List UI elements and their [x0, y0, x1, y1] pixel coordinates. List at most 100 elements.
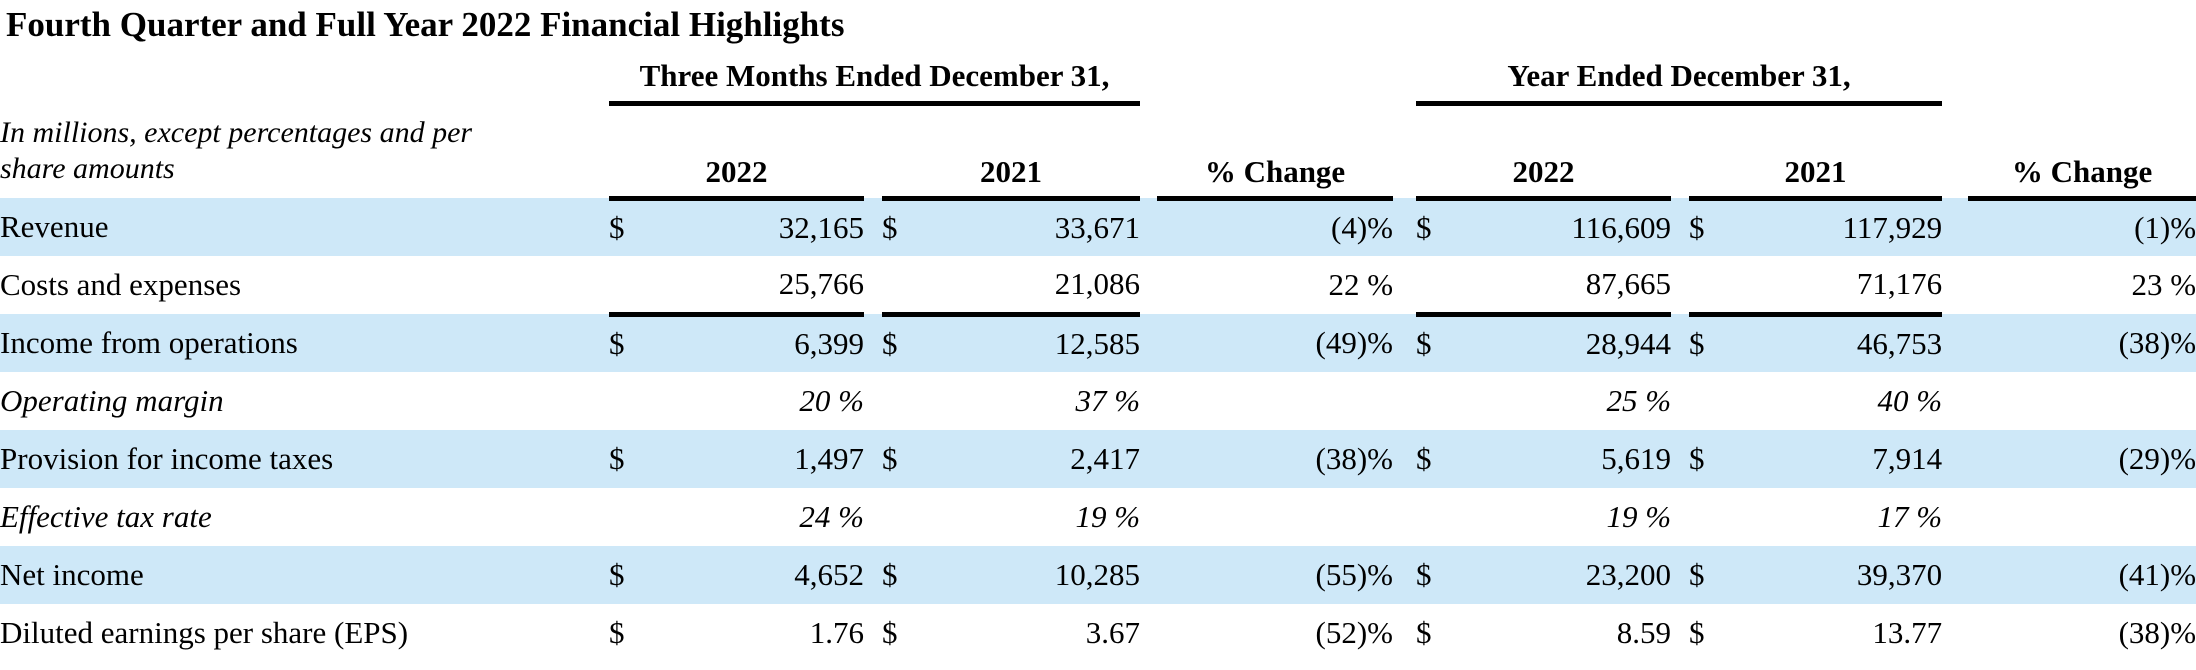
spacer-cell [864, 256, 882, 314]
spacer-cell [1393, 198, 1417, 256]
row-label: Costs and expenses [0, 267, 242, 302]
cell-value: 1,497 [661, 430, 864, 488]
spacer-cell [1140, 256, 1157, 314]
cell-value: 19 % [1606, 499, 1672, 534]
currency-symbol: $ [609, 430, 661, 488]
spacer-cell [1393, 372, 1416, 430]
cell-value: 40 % [1877, 383, 1943, 418]
cell-value: 20 % [799, 383, 864, 418]
currency-symbol: $ [882, 546, 934, 604]
col-header-q4-pct-change: % Change [1157, 103, 1394, 201]
table-row: Operating margin 20 % 37 % 25 % 40 % [0, 372, 2196, 430]
cell-value: 5,619 [1468, 430, 1672, 488]
currency-symbol: $ [882, 430, 934, 488]
cell-value: 24 % [799, 499, 864, 534]
cell-value: 13.77 [1872, 615, 1943, 650]
currency-symbol: $ [1689, 198, 1742, 256]
spacer-cell [1671, 256, 1689, 314]
page-title: Fourth Quarter and Full Year 2022 Financ… [6, 5, 845, 44]
currency-symbol: $ [1689, 615, 1705, 650]
col-header-q4-2022: 2022 [609, 103, 864, 201]
currency-symbol [1416, 256, 1469, 317]
spacer-cell [1140, 103, 1157, 198]
spacer-cell [1942, 198, 1969, 256]
spanner-header-row: Three Months Ended December 31, Year End… [0, 48, 2196, 106]
spacer-cell [1140, 430, 1158, 488]
cell-value: 17 % [1877, 499, 1943, 534]
table-row: Effective tax rate 24 % 19 % 19 % 17 % [0, 488, 2196, 546]
table-row: Income from operations $6,399 $12,585 (49)%… [0, 314, 2196, 372]
row-label: Operating margin [0, 383, 224, 418]
currency-symbol [1416, 372, 1468, 430]
spacer-cell [1942, 604, 1968, 662]
cell-value: 2,417 [934, 430, 1141, 488]
spacer-cell [1393, 546, 1417, 604]
spacer-cell [1140, 604, 1157, 662]
spacer-cell [1942, 103, 1968, 198]
pct-change-value: (55)% [1157, 546, 1394, 604]
financial-highlights-table: Three Months Ended December 31, Year End… [0, 48, 2196, 662]
cell-value: 12,585 [934, 314, 1141, 372]
spacer-cell [1393, 488, 1416, 546]
currency-symbol: $ [609, 615, 625, 650]
cell-value: 23,200 [1468, 546, 1672, 604]
spacer-cell [864, 604, 882, 662]
row-label: Revenue [0, 198, 609, 256]
spacer-cell [864, 372, 882, 430]
currency-symbol [1689, 372, 1741, 430]
cell-value: 6,399 [661, 314, 864, 372]
row-label: Effective tax rate [0, 499, 212, 534]
pct-change-value: (29)% [1968, 430, 2196, 488]
cell-value: 39,370 [1741, 546, 1943, 604]
cell-value: 71,176 [1741, 256, 1943, 317]
currency-symbol [609, 256, 661, 317]
spacer-cell [1671, 198, 1690, 256]
currency-symbol: $ [882, 615, 898, 650]
table-row: Revenue $32,165 $33,671 (4)% $116,609 $117,92… [0, 198, 2196, 256]
spacer-cell [1140, 314, 1158, 372]
spanner-three-months: Three Months Ended December 31, [609, 48, 1141, 106]
spacer-cell [1393, 48, 1416, 103]
pct-change-value [1157, 488, 1393, 546]
spacer-cell [864, 546, 882, 604]
currency-symbol [882, 372, 934, 430]
cell-value: 19 % [1075, 499, 1141, 534]
pct-change-value: (49)% [1157, 314, 1394, 372]
spacer-cell [1393, 314, 1417, 372]
table-row: Net income $4,652 $10,285 (55)% $23,200 $39,3… [0, 546, 2196, 604]
currency-symbol [609, 488, 661, 546]
spacer-cell [864, 430, 882, 488]
currency-symbol [1689, 256, 1742, 317]
currency-symbol: $ [1416, 615, 1432, 650]
currency-symbol: $ [1416, 430, 1469, 488]
spacer-cell [1671, 103, 1689, 198]
cell-value: 3.67 [1085, 615, 1141, 650]
spacer-cell [1140, 372, 1157, 430]
col-header-fy-pct-change: % Change [1968, 103, 2196, 201]
pct-change-value: (38)% [2118, 615, 2196, 650]
cell-value: 33,671 [934, 198, 1141, 256]
spacer-cell [864, 314, 882, 372]
spacer-cell [1671, 430, 1690, 488]
table-body: Revenue $32,165 $33,671 (4)% $116,609 $117,92… [0, 198, 2196, 662]
cell-value: 21,086 [934, 256, 1141, 317]
cell-value: 28,944 [1468, 314, 1672, 372]
currency-symbol [882, 256, 934, 317]
currency-symbol: $ [609, 314, 661, 372]
spacer-cell [1671, 488, 1689, 546]
currency-symbol: $ [882, 198, 934, 256]
currency-symbol: $ [1689, 546, 1742, 604]
spacer-cell [864, 103, 882, 198]
pct-change-value: (38)% [1968, 314, 2196, 372]
table-note-cell: In millions, except percentages and per … [0, 103, 609, 198]
currency-symbol: $ [609, 546, 661, 604]
col-header-fy-2022: 2022 [1416, 103, 1672, 201]
cell-value: 8.59 [1616, 615, 1672, 650]
row-label: Diluted earnings per share (EPS) [0, 615, 409, 650]
spacer-cell [1942, 372, 1968, 430]
spacer-cell [1393, 604, 1416, 662]
spacer-cell [1671, 372, 1689, 430]
cell-value: 25 % [1606, 383, 1672, 418]
spacer-cell [1140, 48, 1157, 103]
spacer-cell [864, 198, 882, 256]
